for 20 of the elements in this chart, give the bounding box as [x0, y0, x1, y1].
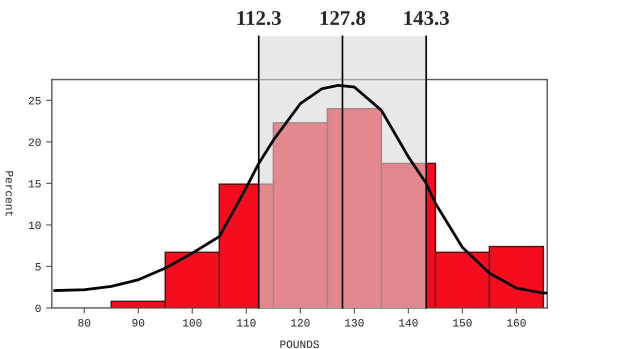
y-tick-label: 15 — [28, 180, 41, 188]
ref-line-label: 143.3 — [404, 11, 449, 26]
x-tick-label: 140 — [399, 319, 418, 327]
x-tick-label: 80 — [78, 319, 90, 327]
x-tick-label: 130 — [345, 319, 364, 327]
x-tick-label: 90 — [132, 319, 144, 327]
y-tick-label: 0 — [35, 304, 41, 312]
y-tick-label: 20 — [28, 138, 41, 146]
x-tick-label: 100 — [183, 319, 202, 327]
ref-line-label: 127.8 — [320, 11, 366, 26]
x-tick-label: 120 — [291, 319, 310, 327]
x-axis-title: POUNDS — [280, 340, 319, 348]
y-axis-title: Percent — [6, 171, 14, 216]
x-tick-label: 150 — [453, 319, 472, 327]
y-tick-label: 10 — [28, 222, 41, 230]
y-tick-label: 5 — [35, 263, 41, 271]
ref-line-label: 112.3 — [238, 11, 281, 26]
x-tick-label: 110 — [237, 319, 256, 327]
x-tick-label: 160 — [507, 319, 526, 327]
y-tick-label: 25 — [28, 96, 41, 104]
